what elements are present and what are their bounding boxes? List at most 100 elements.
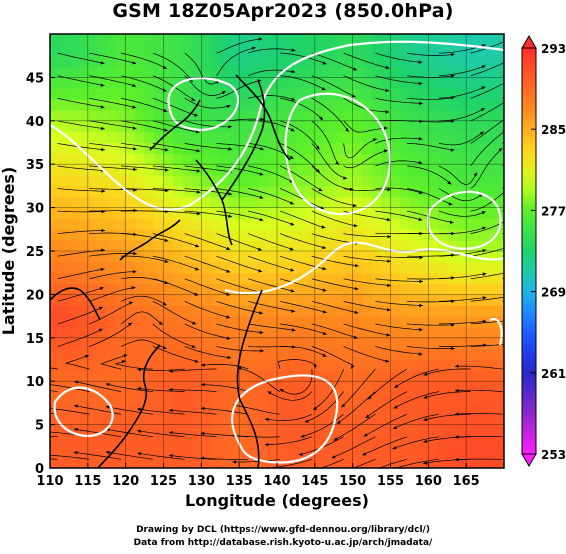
streamline-arrow	[259, 195, 264, 199]
field-cell	[248, 283, 259, 295]
streamline-arrow	[290, 289, 295, 293]
field-cell	[305, 348, 316, 361]
field-cell	[409, 402, 420, 415]
field-cell	[106, 55, 117, 68]
field-cell	[371, 348, 382, 361]
field-cell	[390, 272, 401, 285]
field-cell	[475, 337, 486, 350]
field-cell	[286, 424, 297, 437]
field-cell	[324, 240, 335, 252]
field-cell	[144, 424, 155, 437]
field-cell	[456, 359, 467, 371]
field-cell	[125, 196, 136, 209]
field-cell	[239, 229, 250, 241]
field-cell	[314, 142, 325, 154]
streamline-arrow	[10, 434, 14, 438]
field-cell	[390, 185, 401, 198]
field-cell	[437, 120, 448, 133]
field-cell	[78, 305, 89, 317]
streamline	[407, 346, 455, 349]
streamline	[352, 458, 376, 468]
streamline-arrow	[228, 125, 232, 129]
field-cell	[229, 261, 240, 274]
field-cell	[78, 251, 89, 263]
field-cell	[324, 34, 335, 46]
field-cell	[399, 55, 411, 68]
field-cell	[295, 131, 306, 144]
field-cell	[409, 196, 420, 209]
field-cell	[144, 348, 155, 361]
field-cell	[78, 120, 89, 133]
field-cell	[466, 261, 477, 274]
field-cell	[314, 272, 325, 285]
field-cell	[50, 240, 61, 252]
streamline-arrow	[264, 417, 269, 422]
field-cell	[50, 55, 61, 68]
field-cell	[343, 413, 354, 426]
streamline	[57, 210, 106, 213]
field-cell	[163, 316, 174, 328]
field-cell	[428, 66, 439, 78]
field-cell	[418, 88, 429, 100]
field-cell	[418, 240, 429, 252]
field-cell	[447, 131, 458, 144]
field-cell	[163, 457, 174, 468]
field-cell	[229, 392, 240, 404]
field-cell	[305, 142, 316, 154]
streamline	[470, 82, 504, 99]
field-cell	[447, 88, 458, 100]
field-cell	[371, 218, 382, 230]
streamline	[375, 52, 423, 63]
field-cell	[399, 34, 411, 46]
field-cell	[381, 240, 392, 252]
field-cell	[87, 316, 98, 328]
field-cell	[125, 413, 136, 426]
field-cell	[68, 392, 79, 404]
streamline-arrow	[137, 407, 141, 412]
field-cell	[295, 142, 306, 154]
field-cell	[163, 142, 174, 154]
field-cell	[239, 305, 250, 317]
streamline-arrow	[290, 128, 295, 132]
field-cell	[333, 305, 344, 317]
streamline	[248, 233, 294, 251]
field-cell	[172, 283, 184, 295]
streamline-arrow	[419, 303, 423, 308]
streamline-arrow	[450, 74, 455, 78]
field-cell	[494, 251, 504, 263]
y-tick-label: 10	[26, 375, 44, 390]
field-cell	[399, 240, 411, 252]
streamline-arrow	[319, 116, 323, 121]
field-cell	[78, 207, 89, 220]
streamline	[343, 278, 391, 286]
streamline	[279, 97, 324, 121]
field-cell	[97, 175, 108, 187]
streamline-arrow	[450, 148, 455, 152]
field-cell	[144, 207, 155, 220]
field-cell	[305, 392, 316, 404]
field-cell	[59, 251, 70, 263]
field-cell	[135, 109, 146, 122]
field-cell	[229, 413, 240, 426]
field-cell	[97, 251, 108, 263]
field-cell	[475, 88, 486, 100]
field-cell	[220, 55, 231, 68]
streamline-arrow	[341, 403, 346, 408]
field-cell	[399, 446, 411, 458]
field-cell	[125, 207, 136, 220]
streamline	[74, 381, 122, 392]
field-cell	[239, 435, 250, 447]
field-cell	[399, 424, 411, 437]
field-cell	[182, 218, 193, 230]
field-cell	[68, 34, 79, 46]
field-cell	[97, 142, 108, 154]
field-cell	[295, 251, 306, 263]
field-cell	[154, 218, 165, 230]
temperature-contour	[53, 386, 114, 438]
field-cell	[437, 392, 448, 404]
field-cell	[333, 34, 344, 46]
field-cell	[352, 218, 363, 230]
field-cell	[437, 424, 448, 437]
field-cell	[371, 99, 382, 111]
field-cell	[191, 294, 202, 306]
